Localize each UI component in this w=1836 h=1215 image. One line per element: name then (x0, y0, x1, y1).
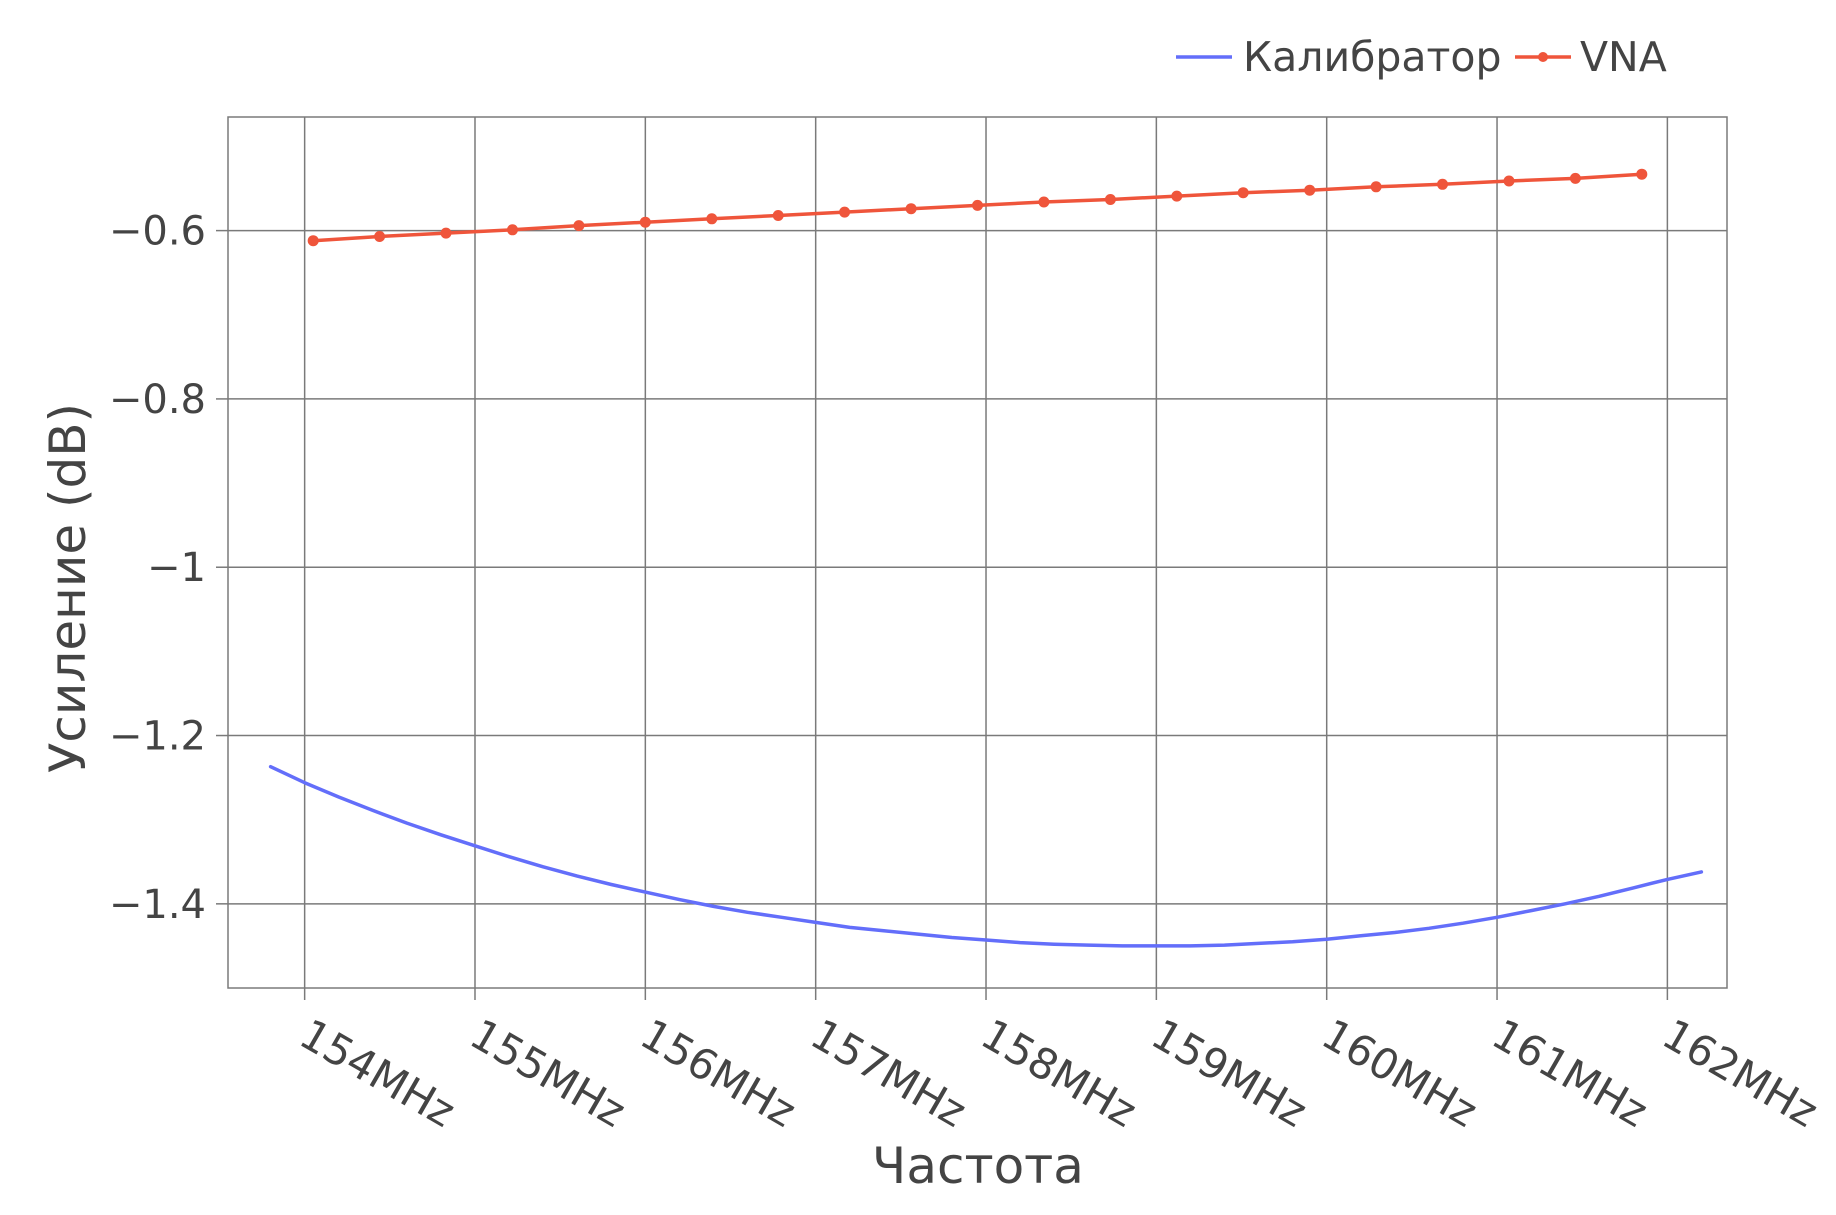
y-tick-label: −1.2 (109, 714, 206, 760)
grid (228, 117, 1727, 988)
plot-area-frame (227, 116, 1728, 989)
series-point-1 (1237, 187, 1249, 199)
y-tick-label: −1.4 (109, 882, 206, 928)
series-point-1 (1569, 172, 1581, 184)
legend-marker-vna (1538, 52, 1548, 62)
x-axis-title: Частота (872, 1137, 1084, 1195)
series-line-0 (268, 764, 1704, 948)
series-point-1 (1636, 168, 1648, 180)
legend-label-calibrator: Калибратор (1243, 33, 1502, 81)
y-tick-label: −1 (147, 545, 206, 591)
series-point-1 (374, 231, 386, 242)
series-point-1 (507, 224, 518, 236)
series-layer (268, 168, 1704, 948)
series-point-1 (307, 235, 319, 247)
y-tick-label: −0.6 (109, 209, 206, 255)
series-point-1 (1304, 184, 1316, 196)
series-point-1 (1370, 181, 1382, 193)
y-axis-title: Усиление (dB) (39, 403, 97, 773)
y-axis-ticks: −0.6 −0.8 −1 −1.2 −1.4 (109, 209, 228, 928)
series-point-1 (772, 210, 784, 221)
legend: Калибратор VNA (1176, 33, 1667, 81)
series-point-1 (972, 199, 983, 211)
series-point-1 (1171, 190, 1183, 202)
series-point-1 (1104, 194, 1116, 205)
series-point-1 (706, 213, 718, 225)
series-point-1 (1038, 196, 1050, 208)
series-point-1 (1437, 178, 1448, 190)
series-point-1 (1503, 175, 1515, 187)
series-point-1 (440, 227, 452, 239)
series-point-1 (839, 206, 851, 218)
series-point-1 (573, 220, 585, 232)
series-point-1 (639, 216, 651, 228)
y-tick-label: −0.8 (109, 377, 206, 423)
series-point-1 (905, 203, 917, 215)
legend-label-vna: VNA (1580, 33, 1667, 81)
